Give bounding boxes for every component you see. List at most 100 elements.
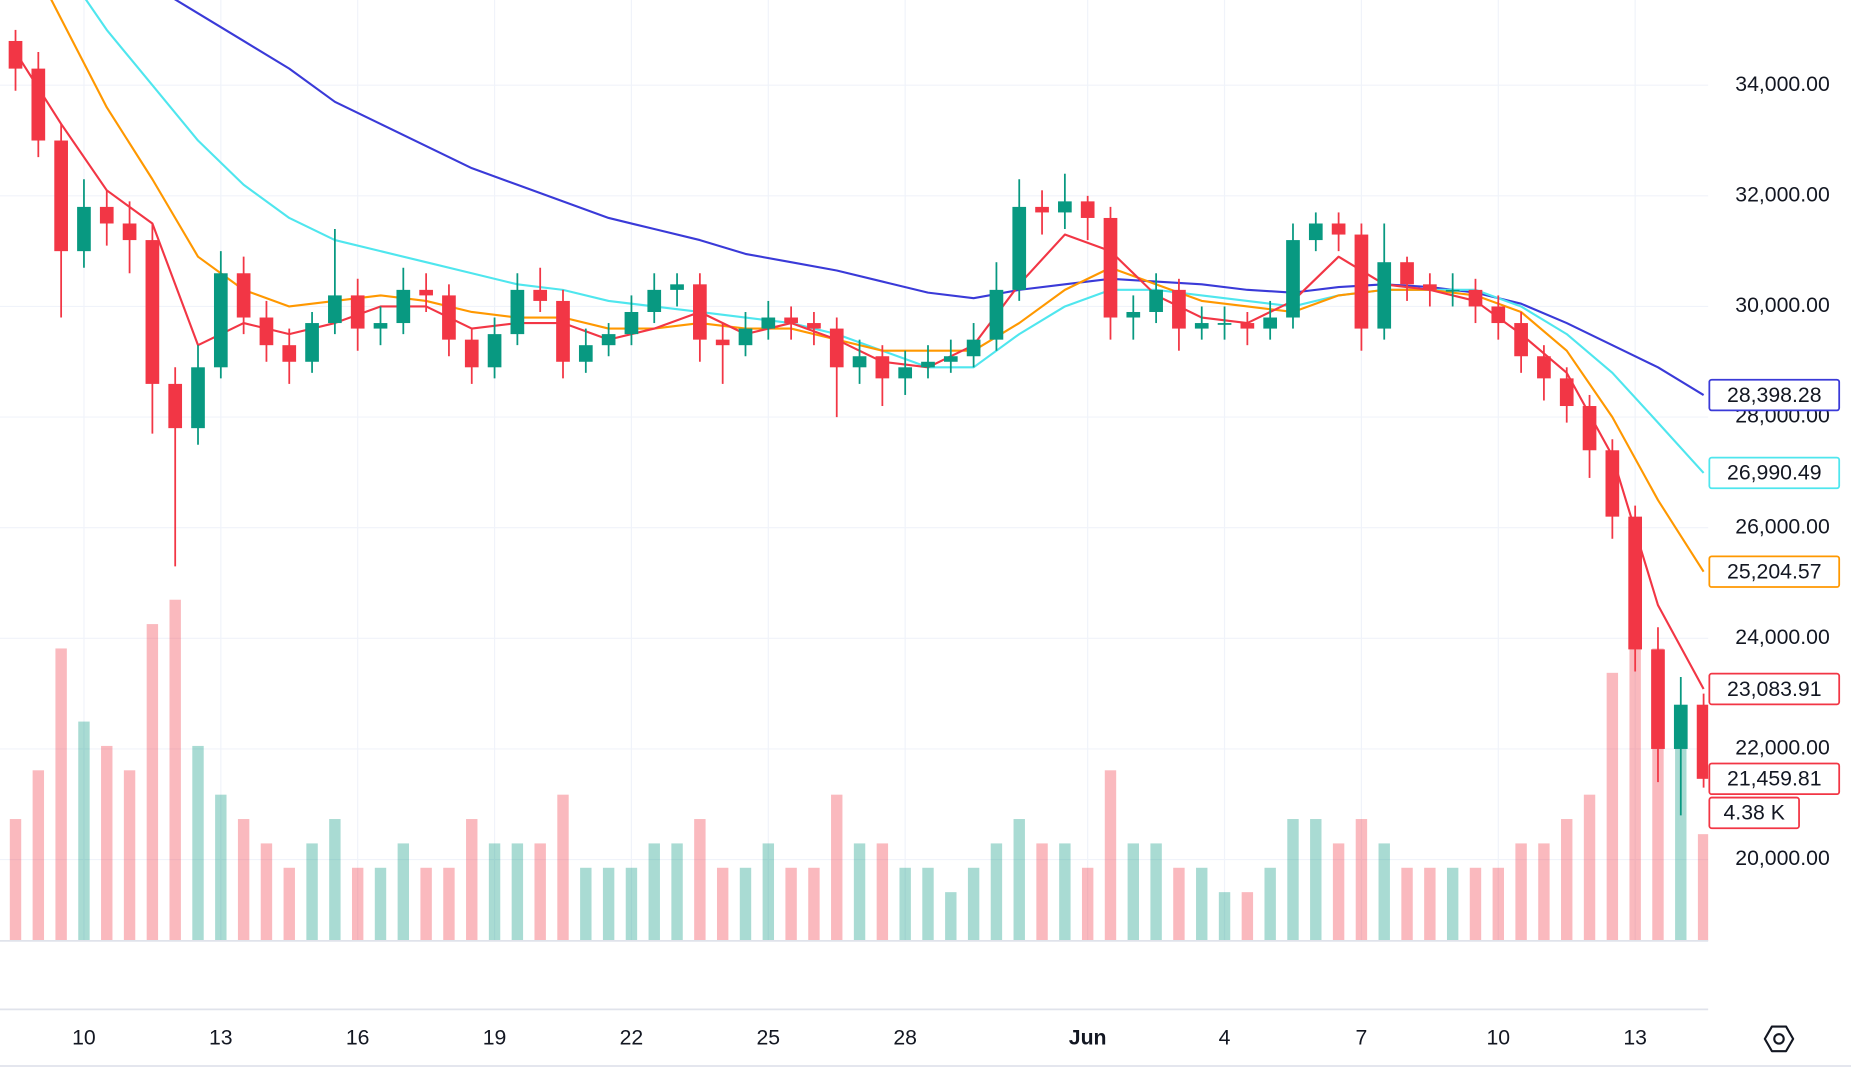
candle-body [761,317,776,329]
candle-body [168,383,183,429]
x-tick-label: 7 [1356,1025,1368,1049]
candle-body [624,311,639,335]
x-tick-label: Jun [1069,1025,1107,1049]
volume-bar [237,819,250,941]
candle-body [350,295,365,329]
candle-body [1149,289,1163,312]
settings-button[interactable] [1763,1025,1795,1053]
last-volume-label: 4.38 K [1723,801,1784,825]
candle-body [875,356,890,379]
x-tick-label: 13 [1623,1025,1647,1049]
volume-bar [32,770,45,941]
candle-body [259,317,274,346]
candle-body [396,289,411,324]
candle-body [921,361,935,368]
moving-average-last-label: 23,083.91 [1727,677,1821,701]
volume-bar [443,867,455,941]
last-volume-label-box [1708,796,1800,830]
volume-bar [1196,867,1208,941]
moving-average-line [174,0,1705,396]
moving-average-last-label-box [1708,672,1841,706]
candle-body [145,240,160,384]
volume-bar [876,843,889,941]
x-tick-label: 10 [72,1025,96,1049]
volume-bar [1264,867,1276,941]
candle-body [784,317,798,324]
volume-bar [1081,867,1094,941]
candle-body [670,284,684,290]
candle-body [1423,284,1437,290]
candle-body [1012,206,1027,290]
moving-average-last-label-box [1708,456,1841,490]
volume-bar [831,794,843,941]
moving-average-last-label-box [1708,555,1841,588]
volume-bar [215,794,227,941]
candle-body [99,206,114,224]
y-tick-label: 32,000.00 [1735,182,1829,206]
candle-body [122,223,137,241]
candle-body [829,328,844,368]
candle-body [1559,378,1574,407]
candle-body [8,40,23,69]
candle-body [1673,704,1688,749]
x-tick-label: 13 [209,1025,233,1049]
volume-bar [488,843,501,941]
candle-body [1217,323,1232,325]
volume-bar [967,867,980,941]
volume-bar [739,867,752,941]
volume-bar [762,843,775,941]
volume-bar [945,892,957,941]
volume-bar [1652,648,1664,941]
candle-body [989,289,1004,340]
candle-body [1126,311,1141,318]
candle-body [1308,223,1323,241]
candle-body [1491,306,1506,324]
x-tick-label: 25 [756,1025,780,1049]
volume-bar [1310,819,1322,941]
x-tick-label: 10 [1486,1025,1510,1049]
candle-body [1194,323,1209,329]
candle-body [487,334,502,368]
candle-body [419,289,433,296]
volume-bar [306,843,318,941]
volume-bar [351,867,364,941]
volume-bar [716,867,729,941]
y-tick-label: 34,000.00 [1735,72,1829,96]
volume-bar [1059,843,1071,941]
volume-bar [671,843,683,941]
volume-bar [397,843,410,941]
candle-body [1628,516,1643,650]
volume-bar [1104,770,1117,941]
candle-body [236,273,251,318]
candle-body [556,300,570,362]
moving-average-last-label: 25,204.57 [1727,559,1821,583]
x-tick-label: 19 [483,1025,507,1049]
candle-body [1514,323,1528,357]
volume-bar [990,843,1003,941]
y-tick-label: 22,000.00 [1735,736,1829,760]
volume-bar [101,745,113,941]
volume-bar [785,867,797,941]
candle-body [738,328,753,346]
candle-body [1035,206,1049,213]
candle-body [1537,356,1551,379]
candle-body [1696,704,1709,779]
volume-bar [1150,843,1162,941]
volume-bar [55,648,67,941]
volume-bar [1378,843,1390,941]
volume-bar [1583,794,1596,941]
candle-layer [8,29,1709,816]
candle-body [1058,201,1072,213]
candle-body [1240,323,1255,329]
x-tick-label: 22 [620,1025,644,1049]
volume-bar [922,867,934,941]
settings-icon [1763,1025,1795,1053]
volume-bar [1401,867,1413,941]
volume-bar [123,770,136,941]
volume-bar [511,843,524,941]
candle-body [647,289,662,312]
volume-bar [853,843,866,941]
volume-bar [534,843,546,941]
